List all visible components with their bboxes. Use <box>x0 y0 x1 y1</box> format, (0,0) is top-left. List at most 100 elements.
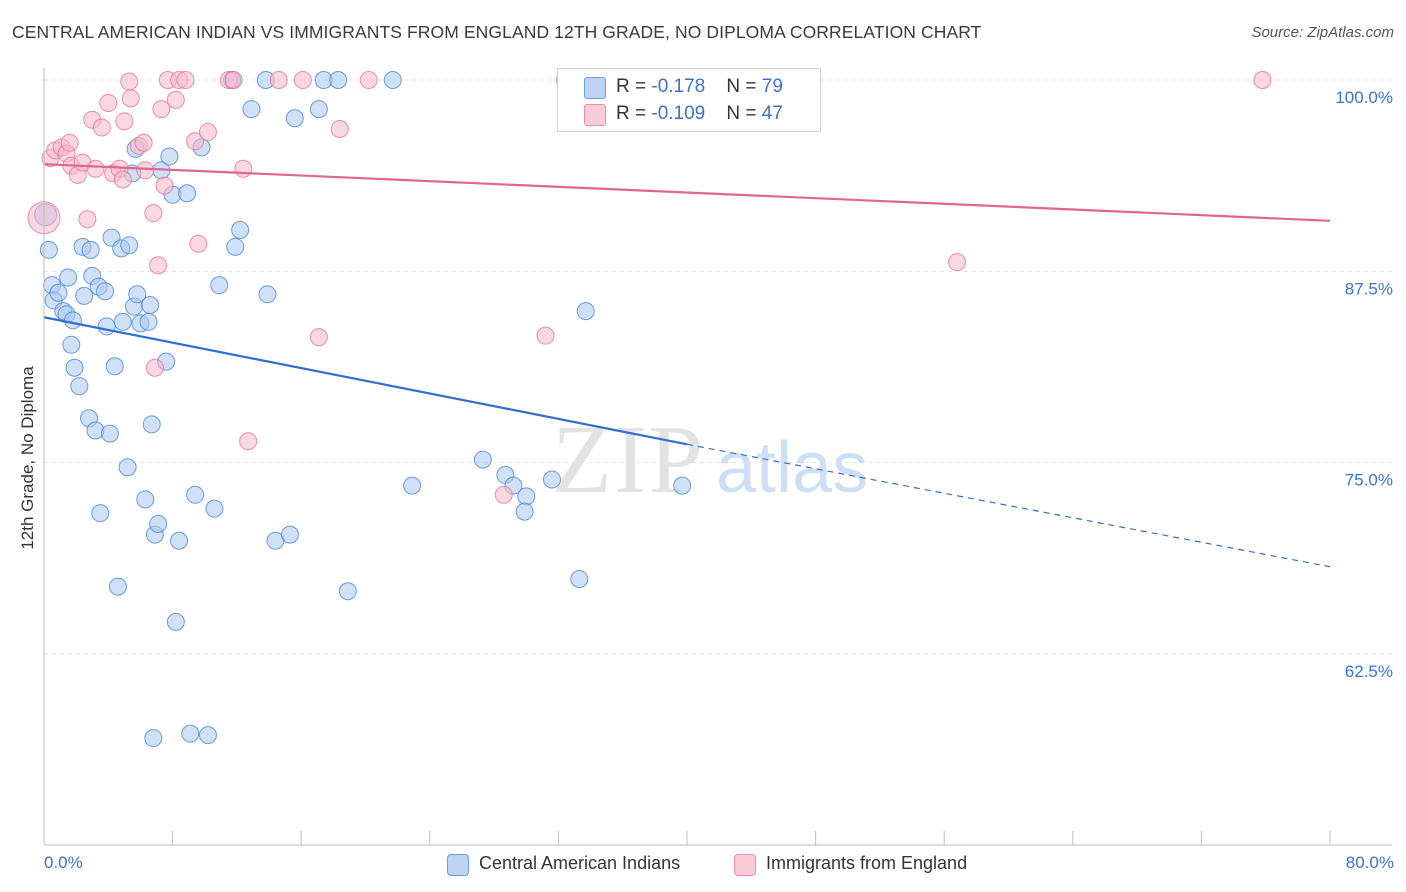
data-points <box>27 71 1272 748</box>
data-point <box>70 377 89 396</box>
stats-legend: R = -0.178 N = 79 R = -0.109 N = 47 <box>557 68 821 132</box>
data-point <box>309 328 328 347</box>
data-point <box>494 485 513 504</box>
data-point <box>75 286 94 305</box>
data-point <box>234 159 253 178</box>
legend-r-value: -0.178 <box>651 76 706 97</box>
data-point <box>160 147 179 166</box>
data-point <box>293 71 312 89</box>
data-point <box>136 490 155 509</box>
legend-n-label: N = <box>726 76 762 97</box>
data-point <box>186 132 205 151</box>
data-point <box>542 470 561 489</box>
data-point <box>155 176 174 195</box>
y-tick-label: 100.0% <box>1335 88 1393 107</box>
data-point <box>149 256 168 275</box>
series-central-american-indians <box>34 71 692 748</box>
data-point <box>176 71 195 89</box>
legend-r-value: -0.109 <box>651 103 706 124</box>
data-point <box>515 502 534 521</box>
bottom-legend-swatch-pink <box>734 854 756 876</box>
watermark: ZIP atlas <box>552 406 868 514</box>
data-point <box>673 476 692 495</box>
data-point <box>576 302 595 321</box>
data-point <box>1253 71 1272 89</box>
data-point <box>134 133 153 152</box>
data-point <box>403 476 422 495</box>
data-point <box>49 283 68 302</box>
legend-n-label: N = <box>726 103 762 124</box>
data-point <box>285 109 304 128</box>
data-point <box>205 499 224 518</box>
data-point <box>120 236 139 255</box>
data-point <box>65 358 84 377</box>
data-point <box>383 71 402 89</box>
data-point <box>517 487 536 506</box>
data-point <box>100 424 119 443</box>
data-point <box>178 184 197 203</box>
bottom-legend-label: Central American Indians <box>479 853 681 873</box>
data-point <box>309 100 328 119</box>
data-point <box>120 72 139 91</box>
legend-r-label: R = <box>616 103 652 124</box>
data-point <box>78 210 97 229</box>
data-point <box>239 432 258 451</box>
data-point <box>210 276 229 295</box>
data-point <box>91 504 110 523</box>
data-point <box>359 71 378 89</box>
data-point <box>86 159 105 178</box>
chart-title: CENTRAL AMERICAN INDIAN VS IMMIGRANTS FR… <box>12 22 982 42</box>
data-point <box>198 726 217 745</box>
data-point <box>118 458 137 477</box>
data-point <box>128 285 147 304</box>
data-point <box>97 317 116 336</box>
data-point <box>149 514 168 533</box>
data-point <box>242 100 261 119</box>
data-point <box>105 357 124 376</box>
legend-r-label: R = <box>616 76 652 97</box>
data-point <box>144 204 163 223</box>
data-point <box>39 240 58 259</box>
legend-swatch-pink <box>584 104 606 126</box>
data-point <box>142 415 161 434</box>
data-point <box>280 525 299 544</box>
data-point <box>63 311 82 330</box>
data-point <box>198 123 217 142</box>
data-point <box>329 71 348 89</box>
data-point <box>189 234 208 253</box>
data-point <box>536 326 555 345</box>
axes: 62.5% 75.0% 87.5% 100.0% <box>43 68 1393 846</box>
data-point <box>59 268 78 287</box>
data-point <box>144 729 163 748</box>
y-tick-label: 62.5% <box>1345 662 1393 681</box>
data-point <box>269 71 288 89</box>
legend-n-value: 79 <box>761 76 783 97</box>
data-point <box>113 170 132 189</box>
x-axis-max-label: 80.0% <box>1345 853 1394 872</box>
x-axis-min-label: 0.0% <box>44 853 83 872</box>
data-point <box>136 161 155 180</box>
data-point <box>226 237 245 256</box>
data-point <box>166 90 185 109</box>
data-point <box>181 724 200 743</box>
data-point <box>81 240 100 259</box>
data-point <box>139 312 158 331</box>
watermark-atlas: atlas <box>716 428 868 508</box>
trend-line <box>43 163 1331 222</box>
y-tick-label: 87.5% <box>1345 279 1393 298</box>
data-point <box>231 221 250 240</box>
legend-n-value: 47 <box>761 103 783 124</box>
legend-swatch-blue <box>584 77 606 99</box>
data-point <box>948 253 967 272</box>
source-credit: Source: ZipAtlas.com <box>1251 24 1394 41</box>
data-point <box>330 119 349 138</box>
bottom-legend-label: Immigrants from England <box>766 853 968 873</box>
data-point <box>121 89 140 108</box>
data-point <box>224 71 243 89</box>
data-point <box>473 450 492 469</box>
data-point <box>152 100 171 119</box>
data-point <box>62 335 81 354</box>
data-point <box>570 569 589 588</box>
data-point <box>99 93 118 112</box>
